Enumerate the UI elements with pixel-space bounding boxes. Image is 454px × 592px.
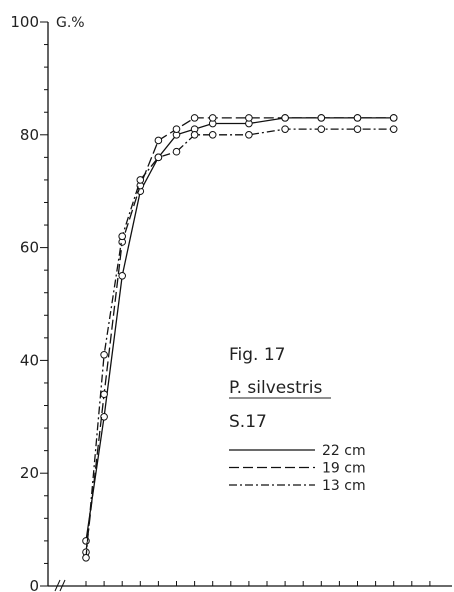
data-point [172,125,181,133]
y-tick-label: 60 [20,239,39,257]
data-point [281,125,289,133]
data-point [245,131,253,139]
annotation-block: Fig. 17 P. silvestris S.17 [229,345,331,432]
y-tick-label: 20 [20,464,39,482]
data-point [317,125,326,133]
y-tick-label: 80 [20,126,39,144]
axes [47,22,452,592]
data-point [172,147,181,156]
legend-label: 19 cm [322,461,366,477]
data-point [154,153,163,162]
data-point [245,114,253,122]
series-3 [82,125,398,562]
data-point [190,114,199,122]
y-ticks: 0 20 40 60 80 100 [10,13,48,592]
x-ticks [85,581,431,586]
x-axis-break-2 [59,579,66,592]
data-point [82,554,90,562]
data-point [100,413,108,421]
data-point [136,176,145,184]
data-point [154,136,163,145]
data-point [100,390,108,399]
data-point [389,125,398,133]
data-point [208,131,217,139]
data-point [353,114,362,122]
data-point [118,272,126,280]
y-tick-label: 100 [10,13,39,31]
legend-label: 13 cm [322,478,366,494]
x-axis-break-1 [54,579,61,592]
series-group [82,114,398,562]
data-point [389,114,398,122]
legend-label: 22 cm [322,443,366,459]
series-2 [82,114,398,556]
data-point [317,114,326,122]
y-tick-label: 0 [29,577,39,592]
figure-label: Fig. 17 [229,345,286,365]
data-point [281,114,289,122]
data-point [118,232,126,241]
y-axis-label: G.% [56,15,85,31]
data-point [190,131,199,139]
data-point [353,125,362,133]
data-point [100,350,108,359]
species-label: P. silvestris [229,378,322,398]
y-tick-label: 40 [20,351,39,369]
sample-label: S.17 [229,412,267,432]
data-point [208,114,217,122]
